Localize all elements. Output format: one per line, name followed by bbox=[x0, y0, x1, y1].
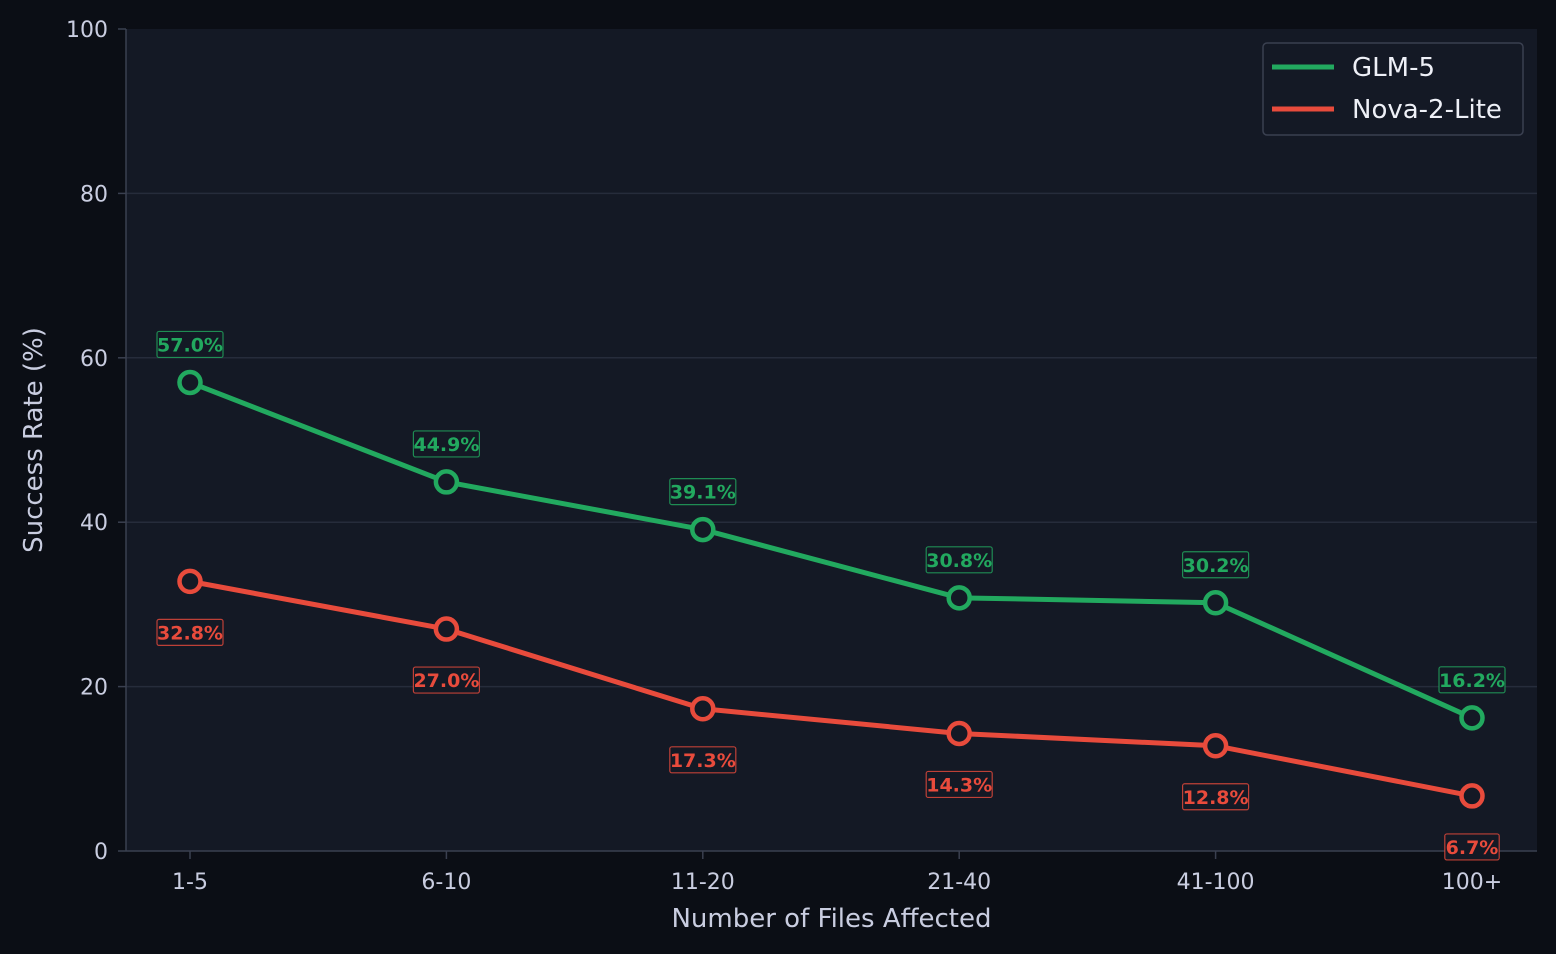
data-label: 44.9% bbox=[412, 430, 480, 458]
y-tick-label: 0 bbox=[94, 840, 108, 865]
data-label: 30.2% bbox=[1181, 551, 1250, 579]
data-point bbox=[177, 568, 203, 595]
data-label: 30.8% bbox=[925, 546, 993, 574]
data-label: 14.3% bbox=[925, 770, 993, 799]
data-label: 6.7% bbox=[1444, 833, 1500, 861]
data-label-box bbox=[1181, 783, 1250, 811]
x-tick-label: 100+ bbox=[1442, 870, 1502, 895]
data-label-text: 30.8% bbox=[926, 550, 992, 572]
data-point bbox=[1202, 733, 1229, 759]
data-label: 57.0% bbox=[156, 330, 224, 359]
data-label-text: 32.8% bbox=[157, 622, 223, 644]
series-lines bbox=[177, 369, 1485, 809]
data-label: 12.8% bbox=[1181, 783, 1250, 811]
data-label-text: 17.3% bbox=[670, 750, 736, 772]
data-label: 32.8% bbox=[156, 618, 224, 646]
x-tick-label: 6-10 bbox=[421, 870, 471, 895]
x-tick-label: 21-40 bbox=[927, 870, 991, 895]
data-point bbox=[433, 469, 460, 495]
data-labels: 57.0% 44.9% 39.1% 30.8% 30.2% 16.2% 32.8% 27.0%… bbox=[156, 330, 1506, 861]
plot-area bbox=[126, 29, 1537, 851]
x-tick-label: 11-20 bbox=[671, 870, 735, 895]
data-label-text: 6.7% bbox=[1446, 837, 1499, 859]
data-label-box bbox=[1181, 551, 1250, 579]
legend-item[interactable]: Nova-2-Lite bbox=[1272, 95, 1502, 125]
y-tick-label: 40 bbox=[80, 511, 108, 536]
x-tick-label: 41-100 bbox=[1177, 870, 1255, 895]
axes: 0 20 40 60 80 100 1-5 6-10 11-20 21-40 41-100 100+ bbox=[66, 18, 1537, 895]
data-label-text: 27.0% bbox=[413, 670, 479, 692]
x-tick-label: 1-5 bbox=[172, 870, 208, 895]
grid-lines bbox=[126, 192, 1537, 688]
data-point bbox=[690, 696, 716, 722]
data-label-text: 44.9% bbox=[413, 434, 479, 456]
data-label-box bbox=[156, 330, 224, 359]
y-tick-label: 60 bbox=[80, 347, 108, 372]
legend-label: GLM-5 bbox=[1352, 53, 1435, 83]
data-point bbox=[1459, 783, 1485, 809]
data-label-box bbox=[412, 430, 480, 458]
data-label-box bbox=[412, 666, 480, 694]
x-axis-title: Number of Files Affected bbox=[671, 904, 991, 934]
data-label-box bbox=[156, 618, 224, 646]
data-label-text: 14.3% bbox=[926, 774, 992, 796]
legend-label: Nova-2-Lite bbox=[1352, 95, 1502, 125]
data-label: 16.2% bbox=[1438, 666, 1506, 694]
data-label-text: 30.2% bbox=[1183, 555, 1249, 577]
y-tick-label: 20 bbox=[80, 676, 108, 701]
data-label-box bbox=[669, 477, 737, 506]
series-line bbox=[187, 379, 1475, 721]
data-label-box bbox=[925, 546, 993, 574]
data-label: 27.0% bbox=[412, 666, 480, 694]
y-tick-label: 100 bbox=[66, 18, 108, 43]
data-label-text: 39.1% bbox=[670, 482, 736, 504]
data-label-box bbox=[1444, 833, 1500, 861]
data-label-text: 57.0% bbox=[157, 334, 223, 356]
data-label-box bbox=[1438, 666, 1506, 694]
data-label: 39.1% bbox=[669, 477, 737, 506]
data-point bbox=[1459, 705, 1485, 731]
data-label-text: 16.2% bbox=[1439, 670, 1505, 692]
data-label: 17.3% bbox=[669, 746, 737, 774]
data-point bbox=[690, 516, 716, 543]
data-point bbox=[433, 616, 460, 642]
legend[interactable]: GLM-5 Nova-2-Lite bbox=[1262, 42, 1524, 136]
data-label-text: 12.8% bbox=[1183, 787, 1249, 809]
data-point bbox=[946, 585, 972, 611]
data-label-box bbox=[925, 770, 993, 799]
series-line bbox=[187, 578, 1475, 799]
data-point bbox=[946, 720, 972, 747]
y-tick-label: 80 bbox=[80, 182, 108, 207]
legend-item[interactable]: GLM-5 bbox=[1272, 53, 1435, 83]
data-point bbox=[177, 369, 203, 396]
data-label-box bbox=[669, 746, 737, 774]
y-axis-title: Success Rate (%) bbox=[19, 327, 49, 553]
data-point bbox=[1202, 590, 1229, 616]
